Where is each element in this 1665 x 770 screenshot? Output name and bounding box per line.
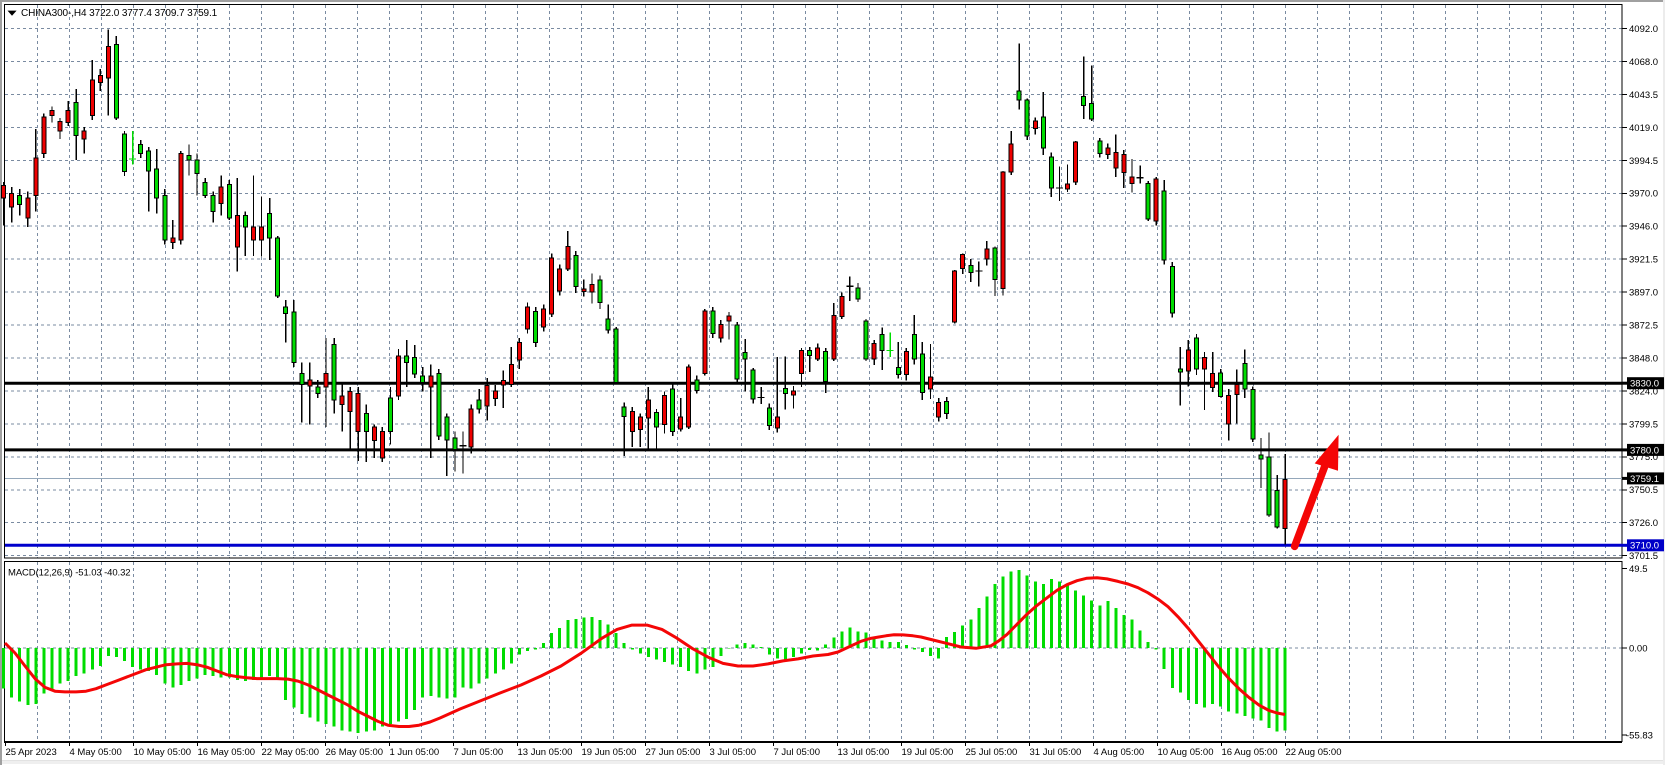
svg-text:7 Jun 05:00: 7 Jun 05:00 [454, 747, 504, 758]
svg-text:10 May 05:00: 10 May 05:00 [134, 747, 192, 758]
svg-text:7 Jul 05:00: 7 Jul 05:00 [774, 747, 820, 758]
svg-text:16 May 05:00: 16 May 05:00 [198, 747, 256, 758]
svg-text:3780.0: 3780.0 [1630, 445, 1659, 456]
svg-text:10 Aug 05:00: 10 Aug 05:00 [1158, 747, 1214, 758]
svg-text:4 Aug 05:00: 4 Aug 05:00 [1094, 747, 1145, 758]
svg-text:13 Jun 05:00: 13 Jun 05:00 [518, 747, 573, 758]
svg-text:4043.5: 4043.5 [1629, 90, 1658, 101]
svg-text:3897.0: 3897.0 [1629, 288, 1658, 299]
svg-text:3710.0: 3710.0 [1630, 541, 1659, 552]
svg-text:3830.0: 3830.0 [1630, 379, 1659, 390]
svg-text:3799.5: 3799.5 [1629, 419, 1658, 430]
svg-text:CHINA300-,H4 3722.0 3777.4 37: CHINA300-,H4 3722.0 3777.4 3709.7 3759.1 [21, 8, 218, 19]
svg-text:1 Jun 05:00: 1 Jun 05:00 [390, 747, 440, 758]
svg-text:22 May 05:00: 22 May 05:00 [262, 747, 320, 758]
svg-text:3726.0: 3726.0 [1629, 518, 1658, 529]
svg-text:3994.5: 3994.5 [1629, 156, 1658, 167]
svg-text:13 Jul 05:00: 13 Jul 05:00 [838, 747, 890, 758]
svg-text:3848.0: 3848.0 [1629, 353, 1658, 364]
svg-text:25 Jul 05:00: 25 Jul 05:00 [966, 747, 1018, 758]
svg-text:27 Jun 05:00: 27 Jun 05:00 [646, 747, 701, 758]
svg-text:19 Jun 05:00: 19 Jun 05:00 [582, 747, 637, 758]
svg-text:49.5: 49.5 [1629, 564, 1648, 575]
svg-text:4019.0: 4019.0 [1629, 123, 1658, 134]
svg-text:0.00: 0.00 [1629, 643, 1648, 654]
svg-text:31 Jul 05:00: 31 Jul 05:00 [1030, 747, 1082, 758]
svg-text:3701.5: 3701.5 [1629, 551, 1658, 562]
svg-text:3872.5: 3872.5 [1629, 321, 1658, 332]
svg-text:3759.1: 3759.1 [1630, 474, 1659, 485]
svg-text:MACD(12,26,9) -51.03 -40.32: MACD(12,26,9) -51.03 -40.32 [8, 568, 130, 579]
svg-text:22 Aug 05:00: 22 Aug 05:00 [1286, 747, 1342, 758]
svg-text:26 May 05:00: 26 May 05:00 [326, 747, 384, 758]
svg-text:3921.5: 3921.5 [1629, 255, 1658, 266]
svg-text:3750.5: 3750.5 [1629, 485, 1658, 496]
svg-text:3 Jul 05:00: 3 Jul 05:00 [710, 747, 756, 758]
svg-text:4092.0: 4092.0 [1629, 24, 1658, 35]
svg-text:4068.0: 4068.0 [1629, 57, 1658, 68]
svg-text:19 Jul 05:00: 19 Jul 05:00 [902, 747, 954, 758]
svg-text:3970.0: 3970.0 [1629, 189, 1658, 200]
svg-text:25 Apr 2023: 25 Apr 2023 [6, 747, 57, 758]
svg-text:-55.83: -55.83 [1626, 731, 1653, 742]
svg-text:3946.0: 3946.0 [1629, 222, 1658, 233]
svg-text:16 Aug 05:00: 16 Aug 05:00 [1222, 747, 1278, 758]
svg-text:4 May 05:00: 4 May 05:00 [70, 747, 122, 758]
